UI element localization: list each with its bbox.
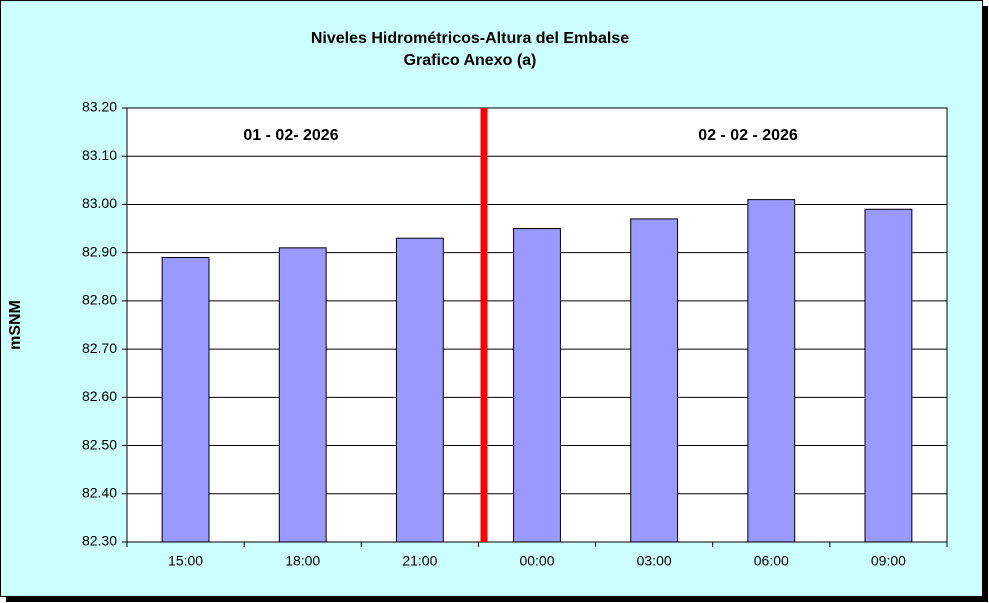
y-tick-label: 82.30: [82, 533, 117, 549]
x-tick-label: 03:00: [637, 553, 672, 569]
y-tick-label: 82.50: [82, 436, 117, 452]
x-tick-label: 09:00: [871, 553, 906, 569]
bar: [395, 237, 444, 543]
y-tick-label: 82.60: [82, 388, 117, 404]
annotation: 02 - 02 - 2026: [698, 127, 798, 144]
bar: [630, 218, 679, 543]
x-tick-label: 00:00: [519, 553, 554, 569]
y-tick-label: 83.10: [82, 147, 117, 163]
bar: [747, 199, 796, 543]
bar: [864, 208, 913, 543]
bar: [278, 247, 327, 543]
x-tick-label: 06:00: [754, 553, 789, 569]
y-tick-label: 82.40: [82, 484, 117, 500]
y-axis-label: mSNM: [7, 300, 24, 350]
y-tick-label: 83.00: [82, 195, 117, 211]
x-tick-label: 21:00: [402, 553, 437, 569]
y-tick-label: 82.90: [82, 243, 117, 259]
y-tick-label: 82.70: [82, 340, 117, 356]
y-tick-label: 82.80: [82, 292, 117, 308]
x-tick-label: 18:00: [285, 553, 320, 569]
bar: [161, 256, 210, 543]
annotation: 01 - 02- 2026: [243, 127, 338, 144]
y-tick-label: 83.20: [82, 99, 117, 115]
x-tick-label: 15:00: [168, 553, 203, 569]
bar: [513, 228, 561, 543]
chart-subtitle: Grafico Anexo (a): [404, 52, 537, 69]
chart-title: Niveles Hidrométricos-Altura del Embalse: [311, 30, 629, 47]
